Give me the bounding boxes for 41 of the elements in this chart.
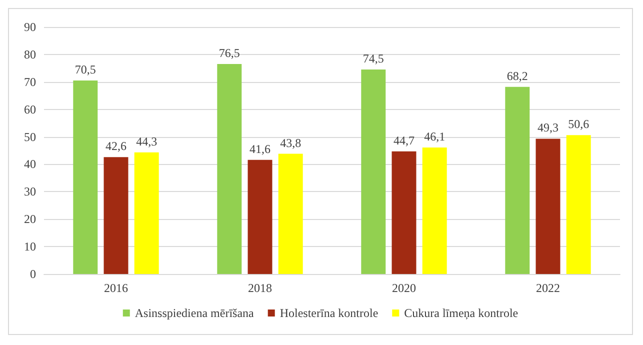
y-tick-label: 50	[24, 130, 36, 144]
bar	[536, 138, 560, 274]
data-label: 43,8	[280, 136, 302, 150]
y-tick-label: 30	[24, 184, 36, 199]
x-tick-label: 2018	[248, 281, 272, 295]
bar	[134, 152, 159, 274]
data-label: 42,6	[106, 139, 126, 154]
bar	[73, 80, 98, 274]
data-label: 50,6	[568, 117, 590, 132]
bar	[217, 64, 242, 274]
data-label: 49,3	[538, 120, 558, 135]
x-tick-label: 2016	[104, 281, 128, 295]
x-tick-label: 2020	[392, 281, 416, 295]
x-tick-label: 2022	[536, 281, 560, 295]
y-tick-label: 60	[24, 102, 36, 116]
legend-label: Cukura līmeņa kontrole	[404, 306, 518, 320]
bar	[104, 157, 128, 274]
legend-label: Asinsspiediena mērīšana	[134, 306, 255, 320]
data-label: 46,1	[424, 129, 446, 144]
data-label: 76,5	[218, 46, 240, 60]
y-tick-label: 80	[24, 47, 36, 62]
y-tick-label: 0	[30, 267, 36, 281]
bar	[422, 147, 447, 274]
bar	[278, 154, 303, 274]
data-label: 74,5	[362, 52, 384, 66]
y-tick-label: 70	[24, 74, 36, 89]
y-tick-label: 20	[24, 212, 36, 226]
bar	[248, 160, 272, 274]
data-label: 70,5	[74, 62, 96, 77]
y-tick-label: 10	[24, 240, 36, 254]
data-label: 44,3	[136, 134, 158, 148]
bar	[566, 135, 591, 274]
data-label: 68,2	[506, 68, 528, 83]
y-tick-label: 40	[24, 157, 36, 172]
data-label: 44,7	[394, 133, 414, 148]
bar	[361, 70, 386, 274]
y-tick-label: 90	[24, 20, 36, 34]
bar	[392, 151, 416, 274]
legend-label: Holesterīna kontrole	[280, 306, 378, 320]
data-label: 41,6	[250, 142, 270, 156]
bar	[505, 86, 530, 274]
